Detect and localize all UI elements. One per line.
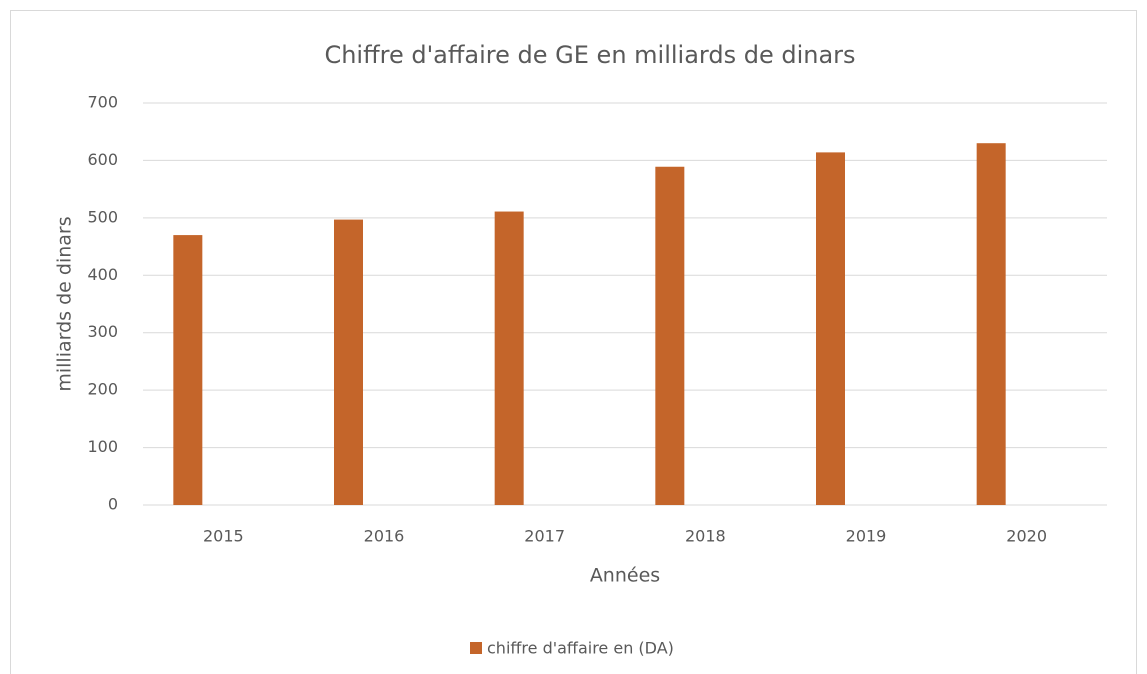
x-tick-label: 2019 [846, 527, 887, 546]
y-tick-label: 0 [108, 495, 118, 514]
y-tick-label: 600 [87, 150, 118, 169]
y-tick-label: 700 [87, 93, 118, 112]
bar [816, 152, 845, 506]
bar [494, 211, 524, 506]
y-tick-label: 100 [87, 437, 118, 456]
y-tick-label: 200 [87, 380, 118, 399]
y-tick-label: 400 [87, 265, 118, 284]
x-tick-label: 2015 [203, 527, 244, 546]
y-tick-label: 500 [87, 207, 118, 226]
legend-swatch [470, 642, 482, 654]
bar [655, 166, 685, 505]
bar [976, 143, 1006, 505]
y-axis-title: milliards de dinars [54, 216, 76, 391]
x-tick-label: 2018 [685, 527, 726, 546]
x-tick-label: 2017 [524, 527, 565, 546]
legend-label: chiffre d'affaire en (DA) [487, 639, 674, 658]
x-tick-label: 2016 [364, 527, 405, 546]
x-axis-title: Années [590, 565, 660, 587]
y-tick-label: 300 [87, 322, 118, 341]
chart-title: Chiffre d'affaire de GE en milliards de … [324, 41, 855, 69]
x-tick-label: 2020 [1006, 527, 1047, 546]
bar [173, 235, 203, 506]
bar [334, 219, 363, 505]
